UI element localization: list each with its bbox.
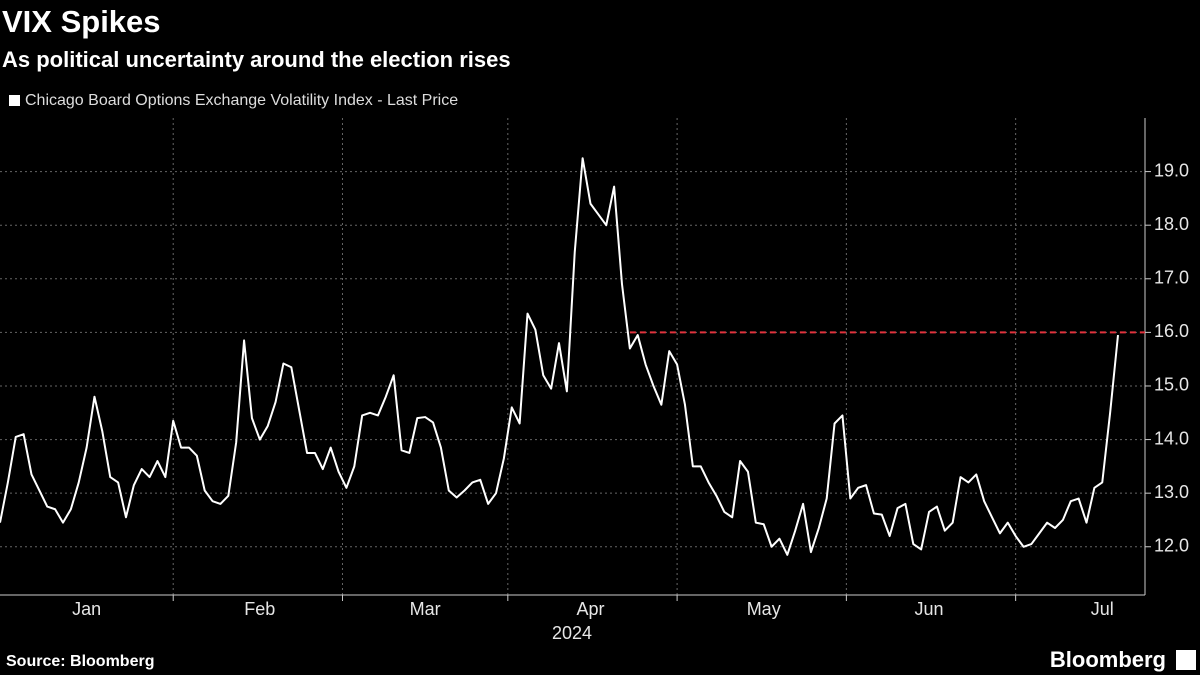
x-tick-label: Apr <box>576 599 604 619</box>
y-tick-label: 13.0 <box>1154 482 1189 502</box>
x-year-label: 2024 <box>552 623 592 643</box>
source: Source: Bloomberg <box>6 653 154 670</box>
line-series <box>0 157 1119 556</box>
x-tick-label: Jan <box>72 599 101 619</box>
y-tick-label: 16.0 <box>1154 321 1189 341</box>
y-tick-label: 17.0 <box>1154 268 1189 288</box>
logo-icon <box>1176 650 1196 670</box>
chart-title: VIX Spikes <box>2 4 161 39</box>
x-tick-label: May <box>747 599 781 619</box>
y-tick-label: 19.0 <box>1154 160 1189 180</box>
y-tick-label: 18.0 <box>1154 214 1189 234</box>
y-tick-label: 14.0 <box>1154 428 1189 448</box>
x-tick-label: Feb <box>244 599 275 619</box>
legend-swatch <box>9 95 20 106</box>
x-tick-label: Jul <box>1091 599 1114 619</box>
chart-subtitle: As political uncertainty around the elec… <box>2 47 511 72</box>
legend-label: Chicago Board Options Exchange Volatilit… <box>25 92 458 109</box>
y-tick-label: 12.0 <box>1154 536 1189 556</box>
logo: Bloomberg <box>1050 647 1166 672</box>
x-tick-label: Mar <box>410 599 441 619</box>
y-tick-label: 15.0 <box>1154 375 1189 395</box>
x-tick-label: Jun <box>915 599 944 619</box>
